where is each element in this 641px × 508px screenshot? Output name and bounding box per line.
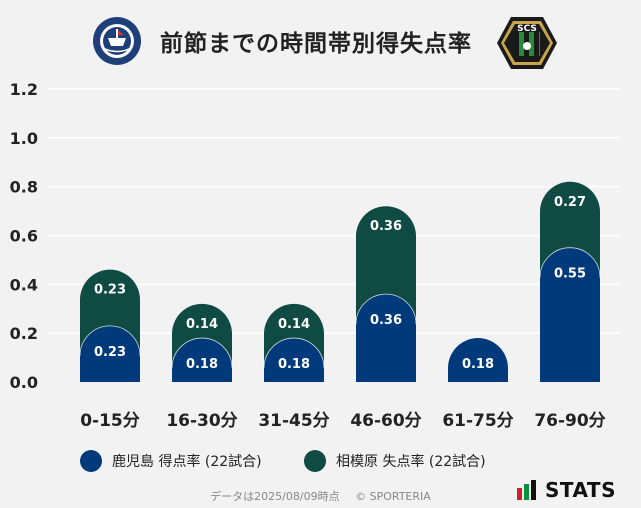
copyright: © SPORTERIA	[355, 490, 431, 503]
y-tick-label: 1.2	[10, 80, 38, 99]
bar-separator	[79, 325, 141, 356]
data-label-away: 0.14	[186, 317, 218, 332]
data-label-home: 0.18	[278, 357, 310, 372]
legend-item-home: 鹿児島 得点率 (22試合)	[80, 450, 262, 472]
data-label-away: 0.27	[554, 195, 586, 210]
bar-separator	[263, 337, 325, 369]
bar-separator	[355, 293, 417, 325]
x-tick-label: 61-75分	[442, 411, 513, 431]
legend-swatch-home	[80, 450, 102, 472]
bar-separator	[171, 337, 233, 369]
x-tick-label: 31-45分	[258, 411, 329, 431]
chart-title: 前節までの時間帯別得失点率	[160, 31, 472, 57]
y-tick-label: 0.2	[10, 324, 38, 343]
bar-home	[448, 338, 508, 382]
y-tick-label: 0.4	[10, 275, 38, 294]
stats-logo-text: STATS	[545, 478, 616, 502]
bar-home	[356, 294, 416, 382]
sagamihara-logo-text: SCS	[517, 24, 537, 34]
sagamihara-logo: SCS	[497, 17, 557, 69]
data-label-home: 0.23	[94, 345, 126, 360]
data-label-home: 0.36	[370, 313, 402, 328]
legend-swatch-away	[304, 450, 326, 472]
y-tick-label: 0.8	[10, 178, 38, 197]
data-label-away: 0.14	[278, 317, 310, 332]
bar-chart: 0.0 0.2 0.4 0.6 0.8 1.0 1.2 0.23 0.23 0-15分 0.18 0.…	[10, 80, 620, 431]
y-tick-label: 0.0	[10, 373, 38, 392]
data-label-home: 0.18	[462, 357, 494, 372]
y-tick-label: 0.6	[10, 227, 38, 246]
data-date-note: データは2025/08/09時点	[210, 490, 340, 503]
y-tick-label: 1.0	[10, 129, 38, 148]
legend: 鹿児島 得点率 (22試合) 相模原 失点率 (22試合)	[0, 450, 641, 474]
header: 前節までの時間帯別得失点率 SCS	[0, 0, 641, 80]
data-label-away: 0.36	[370, 219, 402, 234]
legend-label-home: 鹿児島 得点率 (22試合)	[112, 454, 262, 470]
footer: データは2025/08/09時点 © SPORTERIA	[0, 488, 641, 504]
bar-separator	[539, 247, 601, 278]
data-label-home: 0.55	[554, 267, 586, 282]
x-tick-label: 16-30分	[166, 411, 237, 431]
x-tick-label: 76-90分	[534, 411, 605, 431]
x-tick-label: 0-15分	[80, 411, 140, 431]
kagoshima-logo	[93, 17, 141, 65]
x-tick-label: 46-60分	[350, 411, 421, 431]
legend-item-away: 相模原 失点率 (22試合)	[304, 450, 486, 472]
bar-home	[80, 325, 140, 382]
legend-label-away: 相模原 失点率 (22試合)	[336, 454, 486, 470]
data-label-away: 0.23	[94, 283, 126, 298]
bar-home	[172, 338, 232, 382]
stats-logo: STATS	[517, 478, 616, 502]
bar-home	[264, 338, 324, 382]
bar-home	[540, 247, 600, 382]
data-label-home: 0.18	[186, 357, 218, 372]
stats-logo-icon	[517, 480, 536, 500]
